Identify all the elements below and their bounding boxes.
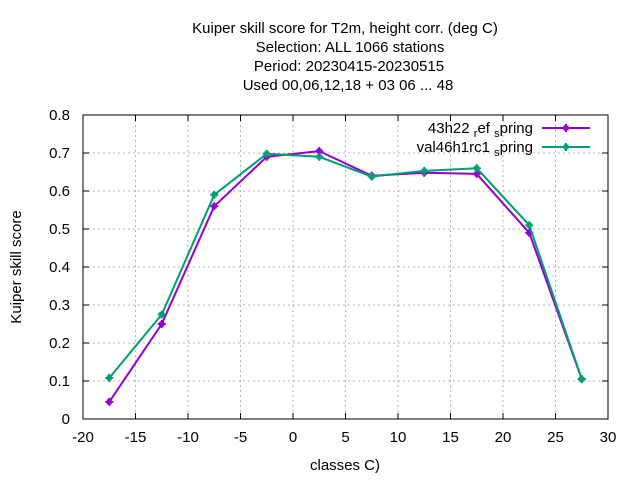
x-tick-label: -15: [125, 429, 147, 446]
y-tick-label: 0.5: [49, 221, 70, 238]
legend-swatch-series-1: [542, 124, 590, 132]
legend-2-base: val46h1rc1: [417, 139, 495, 156]
y-tick-label: 0: [62, 411, 70, 428]
series-2-point: [315, 152, 324, 161]
y-tick-label: 0.1: [49, 373, 70, 390]
chart-title-line-1: Kuiper skill score for T2m, height corr.…: [192, 20, 498, 37]
y-axis-label: Kuiper skill score: [8, 210, 25, 323]
chart-title-line-4: Used 00,06,12,18 + 03 06 ... 48: [243, 77, 454, 94]
x-tick-label: 10: [390, 429, 407, 446]
legend-label-series-2: val46h1rc1 spring: [417, 139, 533, 159]
series-2-line: [108, 152, 583, 380]
series-2-point: [367, 172, 376, 181]
legend-marker-series-1: [562, 124, 570, 132]
x-tick-label: -20: [72, 429, 94, 446]
legend-label-series-1: 43h22 ref spring: [428, 120, 533, 140]
legend-swatch-series-2: [542, 143, 590, 151]
x-tick-label: 5: [341, 429, 349, 446]
series-1-point: [157, 320, 166, 328]
x-tick-label: 0: [289, 429, 297, 446]
y-tick-label: 0.3: [49, 297, 70, 314]
series-1-point: [210, 202, 219, 211]
x-tick-label: 30: [600, 429, 617, 446]
legend-1-end: pring: [500, 120, 533, 137]
x-axis-label: classes C): [310, 457, 380, 474]
y-tick-label: 0.2: [49, 335, 70, 352]
x-tick-label: 20: [495, 429, 512, 446]
series-2-point: [577, 375, 586, 384]
y-tick-label: 0.4: [49, 259, 70, 276]
legend-marker-series-2: [562, 143, 570, 151]
series-2-point: [262, 149, 271, 158]
tick-labels: -20 -15 -10 -5 0 5 10 15 20 25 30 0 0.1 0.2 0.3 0.4 0.5 0…: [49, 107, 616, 446]
series-2-point: [472, 164, 481, 173]
series-2-point: [105, 373, 114, 382]
legend-1-sub2: s: [494, 128, 500, 140]
y-tick-label: 0.7: [49, 145, 70, 162]
series-2: [105, 149, 586, 384]
legend-1-sub1: r: [474, 128, 478, 140]
series-1-line: [108, 150, 583, 403]
legend-2-end: pring: [500, 139, 533, 156]
legend-1-base: 43h22: [428, 120, 474, 137]
chart-title-line-3: Period: 20230415-20230515: [254, 58, 444, 75]
x-tick-label: 25: [547, 429, 564, 446]
legend-swatches: [542, 124, 590, 151]
x-tick-label: 15: [442, 429, 459, 446]
legend-2-sub2: s: [494, 147, 500, 159]
y-tick-label: 0.8: [49, 107, 70, 124]
series-2-point: [525, 221, 534, 230]
series-layer: [105, 147, 586, 406]
x-tick-label: -10: [177, 429, 199, 446]
legend-1-mid: ef: [477, 120, 494, 137]
series-2-point: [420, 166, 429, 175]
x-tick-label: -5: [234, 429, 247, 446]
series-2-point: [210, 190, 219, 199]
legend: 43h22 ref spring val46h1rc1 spring: [417, 120, 590, 159]
series-1-point: [105, 397, 114, 406]
axis-ticks: [82, 114, 609, 420]
plot-frame: [82, 114, 609, 420]
series-2-point: [157, 310, 166, 319]
y-tick-label: 0.6: [49, 183, 70, 200]
chart-title-line-2: Selection: ALL 1066 stations: [256, 39, 445, 56]
